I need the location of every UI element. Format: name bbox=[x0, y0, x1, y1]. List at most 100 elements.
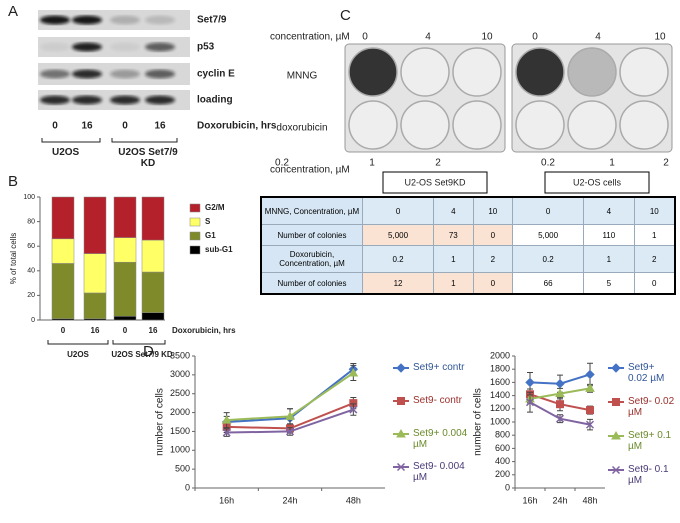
bar-segment bbox=[83, 253, 107, 294]
conc-value: 0.2 bbox=[541, 158, 555, 169]
legend-label: Set9+ 0.02 µM bbox=[628, 362, 665, 384]
blot-band bbox=[72, 95, 102, 105]
y-tick-label: 1400 bbox=[490, 390, 510, 400]
conc-value: 10 bbox=[654, 32, 666, 43]
group-label: U2OS Set7/9 KD bbox=[111, 350, 173, 359]
y-axis-label: number of cells bbox=[155, 388, 166, 456]
conc-value: 0.2 bbox=[275, 158, 289, 169]
legend-swatch bbox=[189, 245, 201, 255]
table-cell: 0.2 bbox=[361, 245, 435, 273]
y-tick-label: 40 bbox=[27, 268, 35, 275]
table-row: Number of colonies 12 1 0 66 5 0 bbox=[260, 272, 676, 295]
blot-band bbox=[72, 69, 102, 79]
conc-label: concentration, µM bbox=[270, 32, 350, 43]
y-tick-label: 1000 bbox=[490, 416, 510, 426]
table-cell: 0 bbox=[472, 224, 514, 246]
bar-segment bbox=[141, 312, 165, 321]
group-box bbox=[544, 171, 650, 194]
table-row: MNNG, Concentration, µM 0 4 10 0 4 10 bbox=[260, 196, 676, 225]
table-cell: 10 bbox=[633, 196, 676, 225]
group-label: U2OS Set7/9 KD bbox=[118, 147, 178, 169]
table-cell: 0 bbox=[512, 196, 585, 225]
y-tick-label: 0 bbox=[505, 482, 510, 492]
well bbox=[452, 47, 502, 97]
marker bbox=[611, 363, 621, 373]
well bbox=[452, 100, 502, 150]
legend-label: G2/M bbox=[205, 203, 225, 212]
panel-label: B bbox=[8, 173, 18, 190]
bar-segment bbox=[113, 261, 137, 317]
conc-value: 2 bbox=[435, 158, 441, 169]
legend-swatch bbox=[189, 217, 201, 227]
table-cell: Number of colonies bbox=[260, 272, 363, 295]
well bbox=[619, 100, 669, 150]
legend-label: Set9+ 0.004 µM bbox=[413, 428, 468, 450]
conc-value: 0 bbox=[532, 32, 538, 43]
marker bbox=[586, 406, 594, 415]
table-cell: 1 bbox=[583, 245, 635, 273]
x-tick-label: 16h bbox=[522, 495, 537, 505]
bar-segment bbox=[51, 238, 75, 264]
legend-label: S bbox=[205, 217, 211, 226]
marker bbox=[611, 465, 621, 475]
blot-band bbox=[145, 95, 175, 105]
y-tick-label: 80 bbox=[27, 218, 35, 225]
group-label: U2-OS cells bbox=[573, 177, 622, 187]
marker bbox=[585, 420, 595, 429]
well bbox=[515, 100, 565, 150]
bar-segment bbox=[141, 196, 165, 241]
blot-row-label: p53 bbox=[197, 42, 215, 53]
table-cell: 4 bbox=[433, 196, 474, 225]
blot-row-label: loading bbox=[197, 95, 233, 106]
y-tick-label: 800 bbox=[495, 430, 510, 440]
legend-label: Set9- contr bbox=[413, 395, 462, 406]
bar-segment bbox=[83, 196, 107, 254]
conc-value: 1 bbox=[609, 158, 615, 169]
y-axis-label: number of cells bbox=[473, 388, 484, 456]
bracket bbox=[47, 340, 166, 345]
y-tick-label: 400 bbox=[495, 456, 510, 466]
x-tick-label: 0 bbox=[123, 326, 128, 335]
x-tick-label: 48h bbox=[582, 495, 597, 505]
group-label: U2-OS Set9KD bbox=[404, 177, 466, 187]
group-label: U2OS bbox=[52, 147, 80, 158]
table-cell: 0 bbox=[633, 272, 676, 295]
table-cell: 110 bbox=[583, 224, 635, 246]
group-label: U2OS bbox=[67, 350, 89, 359]
blot-band bbox=[110, 95, 140, 105]
blot-band bbox=[145, 69, 175, 79]
marker bbox=[555, 414, 565, 423]
blot-band bbox=[40, 15, 70, 25]
legend-label: G1 bbox=[205, 231, 216, 240]
table-cell: 1 bbox=[633, 224, 676, 246]
table-cell: 73 bbox=[433, 224, 474, 246]
table-cell: Doxorubicin, Concentration, µM bbox=[260, 245, 363, 273]
lane-label: 0 bbox=[122, 121, 128, 132]
legend-swatch bbox=[189, 203, 201, 213]
blot-band bbox=[145, 15, 175, 25]
bar-segment bbox=[83, 292, 107, 320]
y-tick-label: 1800 bbox=[490, 364, 510, 374]
conc-label: concentration, µM bbox=[270, 165, 350, 176]
marker bbox=[556, 400, 564, 409]
marker bbox=[611, 430, 621, 440]
table-cell: 12 bbox=[361, 272, 435, 295]
marker bbox=[555, 379, 565, 389]
marker bbox=[585, 383, 595, 392]
marker bbox=[555, 388, 565, 398]
blot-band bbox=[72, 15, 102, 25]
blot-band bbox=[145, 42, 175, 52]
legend-swatch bbox=[189, 231, 201, 241]
table-cell: 5,000 bbox=[512, 224, 585, 246]
marker bbox=[222, 428, 231, 437]
marker bbox=[525, 398, 535, 407]
x-axis-label: Doxorubicin, hrs bbox=[172, 326, 236, 335]
y-tick-label: 60 bbox=[27, 243, 35, 250]
blot-band bbox=[40, 69, 70, 79]
y-tick-label: 200 bbox=[495, 469, 510, 479]
table-cell: 1 bbox=[433, 272, 474, 295]
y-tick-label: 2000 bbox=[490, 350, 510, 360]
legend-label: Set9+ contr bbox=[413, 362, 465, 373]
